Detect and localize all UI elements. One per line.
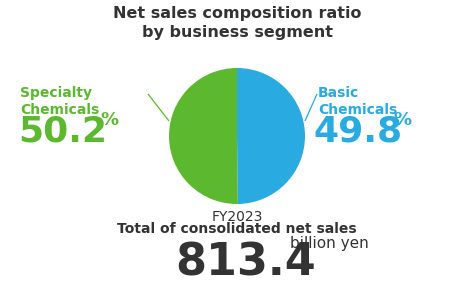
Text: %: % — [100, 111, 118, 129]
Text: %: % — [393, 111, 411, 129]
Text: 50.2: 50.2 — [18, 114, 107, 148]
Wedge shape — [169, 68, 238, 204]
Text: 49.8: 49.8 — [313, 114, 402, 148]
Text: Specialty
Chemicals: Specialty Chemicals — [20, 86, 99, 117]
Wedge shape — [237, 68, 305, 204]
Text: FY2023: FY2023 — [211, 210, 263, 224]
Text: 813.4: 813.4 — [175, 241, 316, 284]
Text: Net sales composition ratio
by business segment: Net sales composition ratio by business … — [113, 6, 361, 40]
Text: Total of consolidated net sales: Total of consolidated net sales — [117, 222, 357, 236]
Text: Basic
Chemicals: Basic Chemicals — [318, 86, 397, 117]
Text: billion yen: billion yen — [290, 236, 369, 251]
